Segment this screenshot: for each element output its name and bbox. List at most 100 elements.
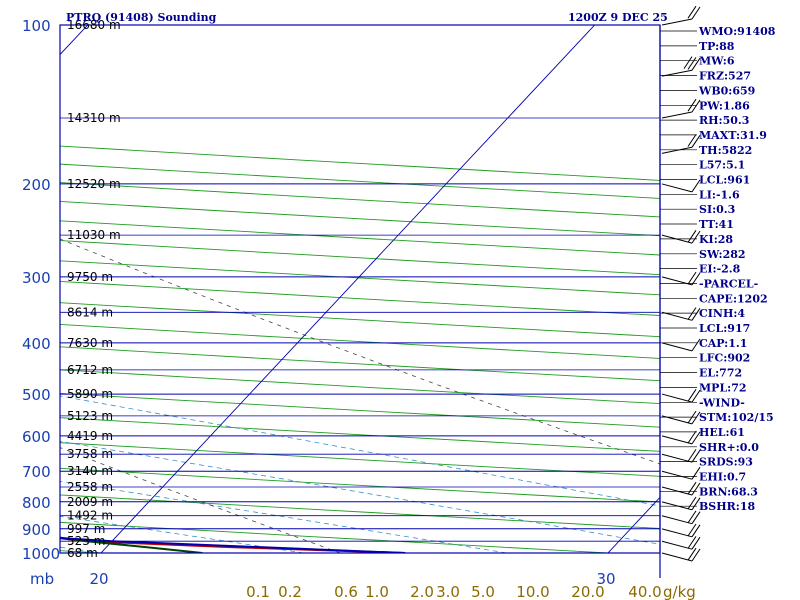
stability-index: LCL:917 [699, 322, 750, 335]
stability-index: CINH:4 [699, 307, 745, 320]
wind-barb-staff [661, 515, 693, 525]
chart-date: 1200Z 9 DEC 25 [568, 11, 668, 24]
wind-barb-staff [661, 501, 693, 511]
wind-barb-staff [661, 18, 693, 26]
wind-barb-staff [661, 552, 693, 562]
wind-barb-staff [661, 435, 693, 445]
wind-barb-staff [661, 470, 693, 480]
height-label: 14310 m [67, 111, 121, 125]
dry-adiabat-line [60, 494, 660, 529]
wind-barb-staff [661, 183, 693, 193]
wind-barb-feather [691, 511, 701, 524]
wind-barb-feather [691, 179, 701, 193]
wind-barb [661, 510, 701, 525]
height-label: 12520 m [67, 177, 121, 191]
wind-barb-feather [691, 6, 701, 20]
mixing-ratio-label: 40.0 [628, 583, 661, 600]
wind-barb [661, 389, 701, 403]
wind-barb [661, 547, 701, 562]
stability-index: EL:772 [699, 367, 742, 380]
pressure-tick-label: 300 [22, 269, 51, 287]
wind-barb-feather [687, 523, 697, 537]
mixing-ratio-line [60, 447, 341, 553]
wind-barb-staff [661, 528, 693, 538]
height-label: 8614 m [67, 305, 113, 319]
height-label: 5123 m [67, 409, 113, 423]
wind-barb [661, 466, 701, 480]
stability-index: WB0:659 [698, 84, 755, 97]
stability-index: LI:-1.6 [699, 188, 740, 201]
mixing-ratio-label: 5.0 [471, 583, 495, 600]
stability-index: EHI:0.7 [699, 471, 746, 484]
dry-adiabat-line [60, 220, 660, 256]
wind-barb-feather [687, 430, 697, 444]
height-label: 3758 m [67, 447, 113, 461]
pressure-tick-label: 500 [22, 386, 51, 404]
wind-barb-feather [691, 411, 701, 425]
wind-barb-feather [691, 449, 701, 463]
wind-barb [661, 523, 701, 538]
height-label: 2009 m [67, 495, 113, 509]
wind-barb-staff [661, 342, 693, 352]
mixing-ratio-label: 20.0 [571, 583, 604, 600]
wind-barb [661, 5, 701, 26]
stability-index: MW:6 [699, 55, 735, 68]
wind-barb-feather [691, 57, 701, 71]
stability-index: STM:102/15 [699, 411, 774, 424]
stability-index: SI:0.3 [699, 203, 735, 216]
moist-adiabat-line [60, 515, 304, 553]
mixing-ratio-label: 3.0 [436, 583, 460, 600]
wind-barb-column [661, 5, 701, 562]
stability-index: MAXT:31.9 [699, 129, 767, 142]
wind-barb-feather [687, 510, 697, 524]
stability-index: -PARCEL- [699, 277, 758, 290]
height-label: 3140 m [67, 464, 113, 478]
pressure-tick-label: 1000 [22, 545, 60, 563]
height-label: 2558 m [67, 480, 113, 494]
wind-barb [661, 230, 701, 244]
height-label: 68 m [67, 546, 98, 560]
mixing-ratio-unit: g/kg [663, 583, 696, 600]
wind-barb-staff [661, 393, 693, 403]
pressure-tick-label: 800 [22, 494, 51, 512]
temperature-tick-label: 30 [596, 570, 615, 588]
wind-barb-staff [661, 311, 693, 321]
height-label: 6712 m [67, 363, 113, 377]
stability-index: FRZ:527 [699, 70, 751, 83]
wind-barb-feather [691, 497, 701, 511]
stability-index: MPL:72 [699, 381, 747, 394]
mixing-ratio-label: 1.0 [365, 583, 389, 600]
dry-adiabat-line [60, 240, 660, 276]
stability-index: TH:5822 [699, 144, 752, 157]
stability-index: SW:282 [699, 248, 746, 261]
temperature-line [60, 537, 406, 553]
wind-barb [661, 179, 701, 193]
wind-barb-staff [661, 146, 693, 154]
chart-title: PTRQ (91408) Sounding [66, 11, 217, 24]
pressure-tick-label: 400 [22, 335, 51, 353]
mixing-ratio-label: 0.1 [246, 583, 270, 600]
wind-barb-feather [691, 431, 701, 445]
stability-index: LFC:902 [699, 352, 750, 365]
dry-adiabat-line [60, 417, 660, 452]
dry-adiabat-line [60, 521, 617, 553]
wind-barb [661, 430, 701, 445]
height-label: 5890 m [67, 387, 113, 401]
wind-barb-feather [691, 389, 701, 403]
chart-background-lines [60, 25, 660, 553]
wind-barb-feather [687, 389, 697, 402]
stability-index: BSHR:18 [699, 500, 755, 513]
mixing-ratio-label: 10.0 [516, 583, 549, 600]
x-axis-unit-label: mb [30, 570, 54, 588]
wind-barb-feather [687, 307, 697, 320]
wind-barb-feather [687, 449, 697, 462]
stability-index: CAPE:1202 [699, 292, 768, 305]
chart-series-group [60, 536, 406, 553]
wind-barb [661, 307, 701, 321]
stability-index: SRDS:93 [699, 456, 753, 469]
dry-adiabat-line [60, 392, 660, 428]
wind-barb-feather [687, 271, 697, 285]
chart-axes-group: 100 200 300 400 500 600 700 800 900 1000 16680 m 14… [22, 17, 696, 600]
